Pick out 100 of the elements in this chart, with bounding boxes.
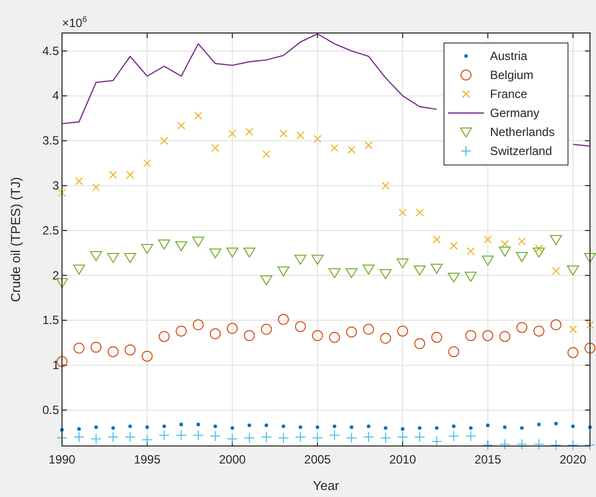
legend-label: Austria xyxy=(490,49,528,63)
point xyxy=(398,208,407,217)
point xyxy=(124,344,136,356)
point xyxy=(296,131,304,140)
point xyxy=(90,342,102,353)
point xyxy=(465,430,476,442)
point xyxy=(277,266,290,276)
x-axis-title: Year xyxy=(312,478,340,493)
point xyxy=(126,170,134,179)
point xyxy=(158,330,170,342)
point xyxy=(328,268,341,278)
point xyxy=(363,324,374,335)
point xyxy=(499,330,510,342)
point xyxy=(554,422,558,426)
point xyxy=(346,432,358,444)
legend-label: France xyxy=(490,87,528,101)
point xyxy=(75,177,84,186)
point xyxy=(312,432,323,444)
point xyxy=(380,269,392,280)
y-tick-label: 0.5 xyxy=(42,402,60,417)
point xyxy=(567,440,578,451)
point xyxy=(362,264,375,275)
y-tick-label: 3 xyxy=(52,178,60,192)
point xyxy=(260,324,272,335)
point xyxy=(260,275,272,286)
point xyxy=(177,121,186,130)
point xyxy=(245,128,254,136)
point xyxy=(397,432,408,443)
point xyxy=(311,254,324,265)
point xyxy=(350,425,354,429)
point xyxy=(211,144,220,152)
point xyxy=(448,346,460,358)
point xyxy=(568,325,577,334)
y-tick-label: 1 xyxy=(52,358,60,372)
point xyxy=(364,141,373,150)
point xyxy=(550,235,562,245)
point xyxy=(503,425,507,429)
point xyxy=(176,430,187,441)
y-tick-label: 1.5 xyxy=(42,313,60,328)
point xyxy=(537,422,541,426)
point xyxy=(348,146,356,154)
point xyxy=(111,426,115,430)
point xyxy=(330,144,339,152)
point xyxy=(226,248,238,258)
point xyxy=(74,432,85,443)
point xyxy=(346,268,358,278)
point xyxy=(294,321,306,332)
point xyxy=(228,130,236,138)
point xyxy=(482,440,494,451)
point xyxy=(584,252,596,263)
point xyxy=(416,208,424,217)
point xyxy=(380,432,392,444)
point xyxy=(520,426,524,430)
point xyxy=(482,330,494,342)
point xyxy=(141,244,154,254)
point xyxy=(94,425,98,429)
point xyxy=(414,266,426,276)
point xyxy=(109,170,118,179)
point xyxy=(298,425,302,429)
point xyxy=(566,266,579,276)
point xyxy=(196,422,200,426)
point xyxy=(366,424,370,428)
y-axis-title: Crude oil (TPES) (TJ) xyxy=(8,177,23,302)
point xyxy=(468,426,473,430)
point xyxy=(452,424,456,428)
point xyxy=(486,424,490,428)
point xyxy=(448,272,460,283)
point xyxy=(142,434,153,446)
point xyxy=(465,330,476,342)
point xyxy=(192,430,204,441)
point xyxy=(210,430,221,442)
point xyxy=(584,342,596,354)
y-tick-label: 3.5 xyxy=(42,134,60,148)
point xyxy=(226,433,238,444)
point xyxy=(414,432,426,443)
point xyxy=(316,425,320,429)
point xyxy=(124,432,136,443)
point xyxy=(484,236,492,244)
point xyxy=(162,424,166,428)
point xyxy=(384,426,388,430)
point xyxy=(145,425,149,429)
point xyxy=(431,332,442,343)
point xyxy=(400,427,404,431)
point xyxy=(464,272,477,282)
point xyxy=(209,248,222,258)
legend-label: Belgium xyxy=(490,68,534,82)
point xyxy=(567,347,578,358)
point xyxy=(532,248,545,258)
point xyxy=(396,258,409,268)
point xyxy=(586,320,594,329)
point xyxy=(108,432,119,443)
point xyxy=(194,112,202,120)
point xyxy=(210,328,221,340)
point xyxy=(516,252,528,262)
point xyxy=(332,424,336,428)
point xyxy=(382,182,390,190)
point xyxy=(294,254,306,265)
point xyxy=(179,422,184,426)
x-tick-label: 2015 xyxy=(474,452,502,466)
point xyxy=(278,314,289,325)
